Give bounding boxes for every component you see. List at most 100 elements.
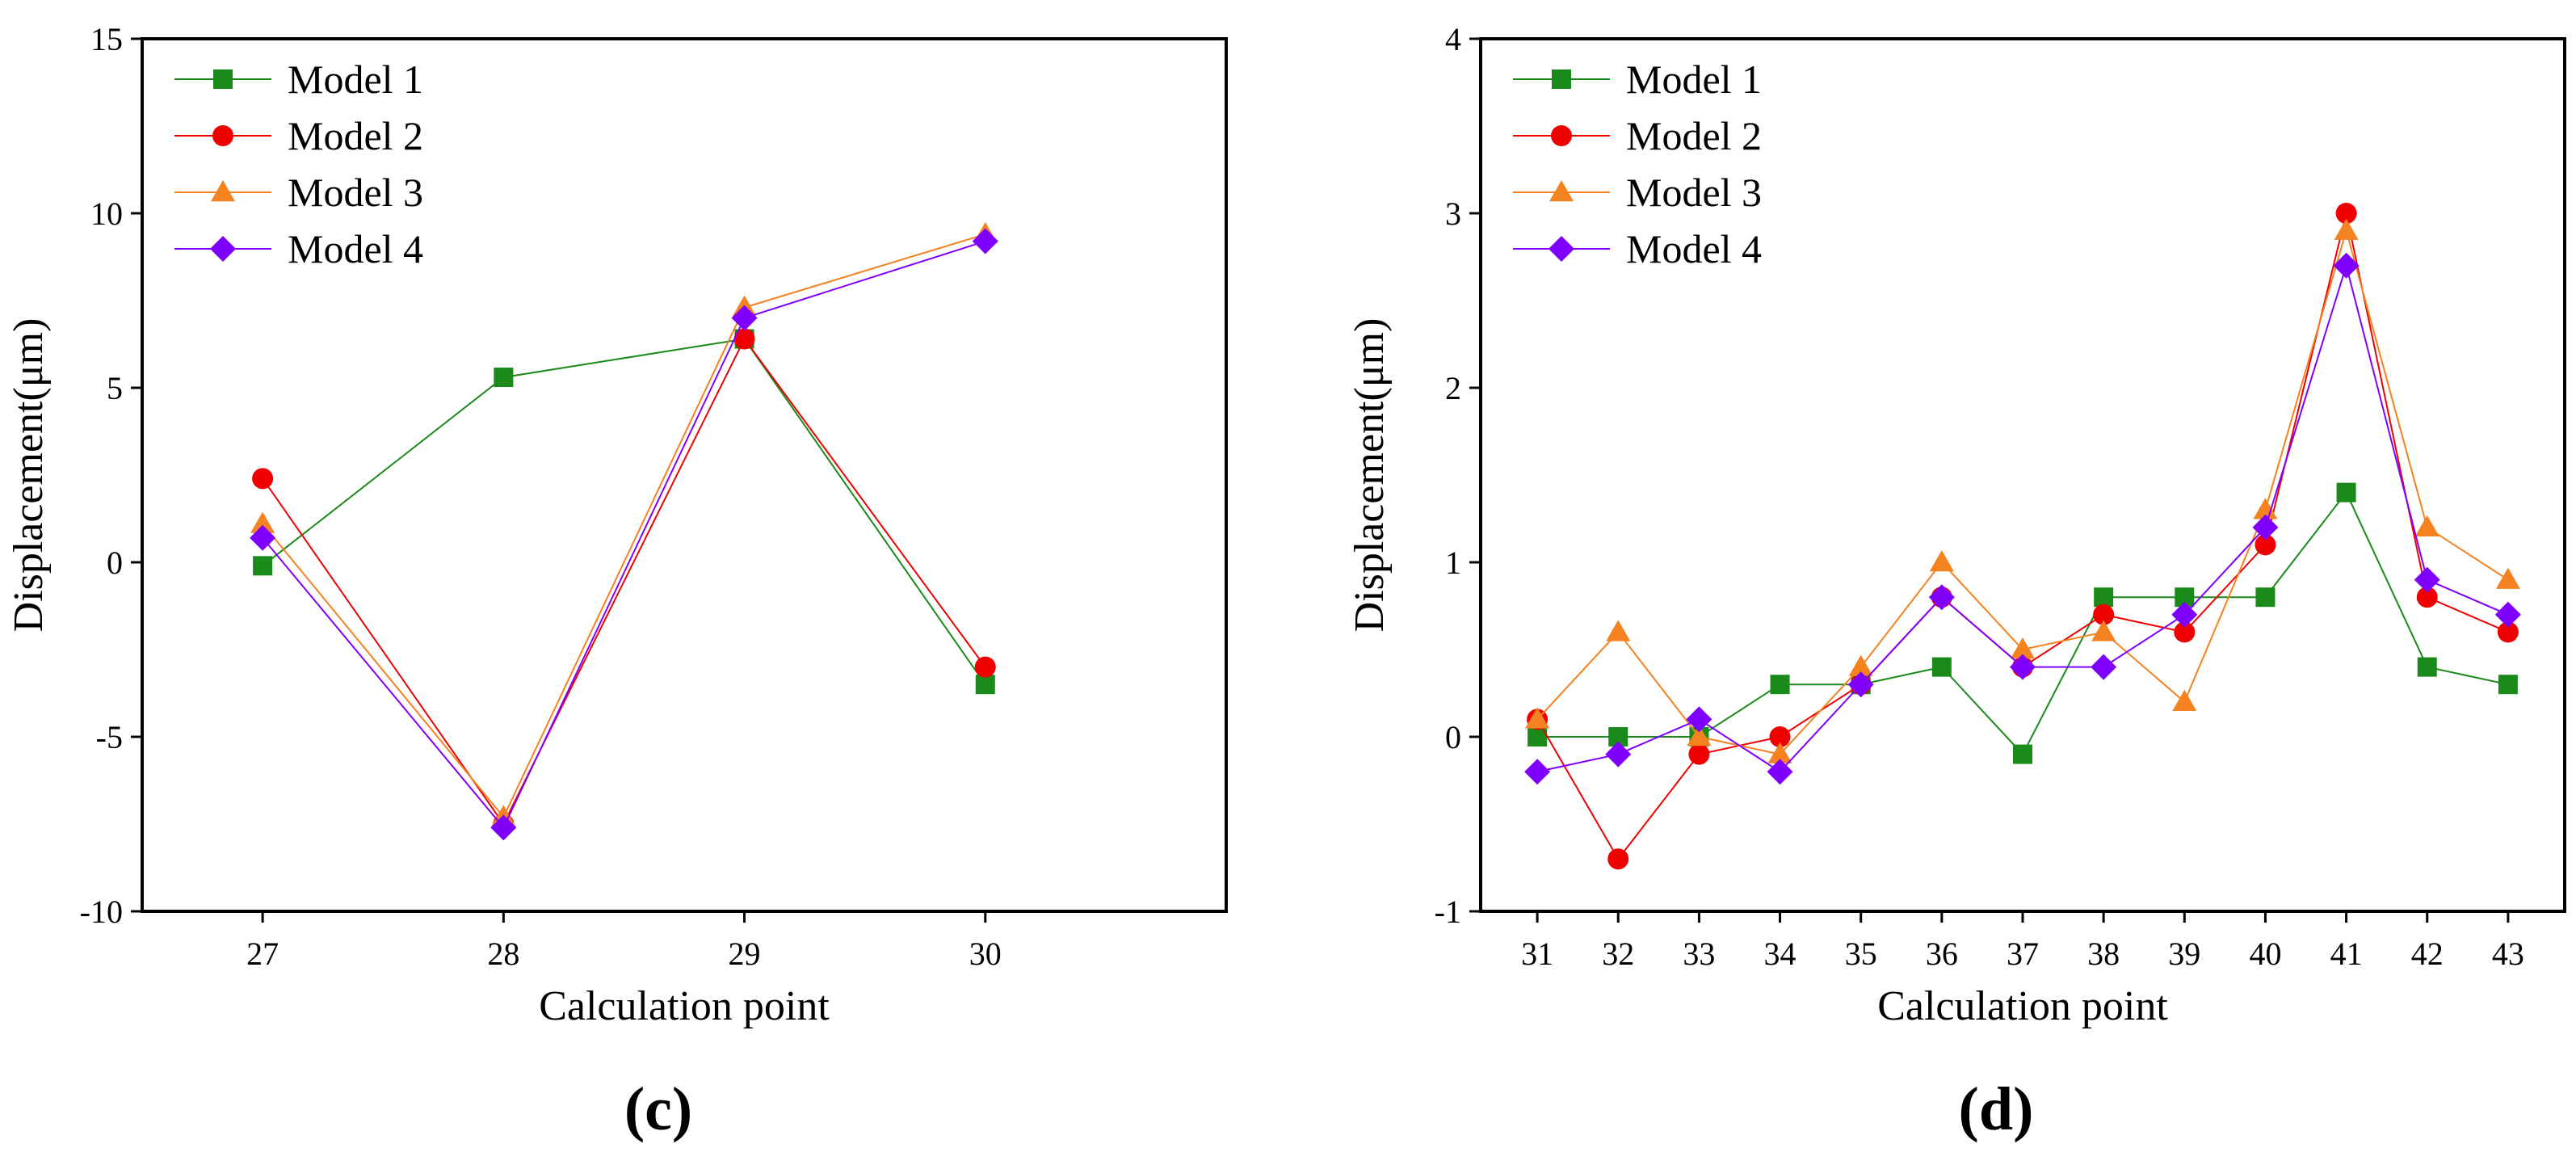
y-tick-label: 0 [1445,719,1461,755]
plot-frame [141,37,1228,913]
data-point [250,524,276,551]
y-tick-label: 15 [90,21,123,57]
data-point [252,468,274,490]
data-point [2091,654,2117,680]
data-point [2335,203,2357,224]
panel-label: (c) [624,1075,692,1143]
y-tick-label: -10 [80,894,123,930]
data-point [2333,252,2360,279]
data-point [2414,515,2439,537]
data-point [1848,654,1873,676]
data-point [1687,725,1712,747]
legend-marker [213,69,233,89]
data-point [1847,671,1874,698]
y-tick-label: 0 [107,545,123,581]
series-line [262,337,986,826]
data-point [1606,620,1631,641]
data-point [2011,637,2035,659]
x-tick-label: 38 [2087,936,2120,972]
series-line [262,338,986,685]
x-tick-label: 41 [2330,936,2363,972]
data-point [1525,707,1550,729]
data-point [2414,566,2440,593]
y-tick-label: 4 [1445,21,1461,57]
y-tick-label: 10 [90,196,123,232]
data-point [1688,743,1710,765]
y-tick-label: -5 [96,719,123,755]
legend-marker [211,180,235,202]
series-model-2 [1527,203,2519,870]
series-model-4 [250,228,998,841]
x-tick-label: 39 [2168,936,2200,972]
data-point [253,556,273,576]
legend: Model 1 Model 2 Model 3 Model 4 [1513,57,1762,271]
x-tick-label: 37 [2007,936,2039,972]
data-point [490,814,517,841]
data-point [2094,587,2114,608]
series-model-2 [252,328,996,835]
x-axis-label: Calculation point [1877,983,2168,1029]
data-point [2417,657,2437,677]
legend-label: Model 2 [1626,113,1762,158]
data-point [2252,514,2279,540]
legend-marker [1549,180,1574,202]
data-point [494,368,514,388]
series-line [1536,263,2509,773]
legend-label: Model 1 [288,57,423,102]
data-point [2172,689,2197,712]
legend-label: Model 3 [288,170,423,215]
data-point [2253,498,2278,519]
x-tick-label: 36 [1926,936,1958,972]
data-point [2494,601,2521,628]
data-point [1524,759,1551,785]
data-point [1605,741,1632,768]
series-line [262,233,986,819]
data-point [2013,744,2032,764]
data-point [2416,587,2438,608]
x-tick-label: 40 [2249,936,2281,972]
data-point [2091,620,2116,641]
data-point [974,656,996,678]
y-tick-label: 5 [107,370,123,406]
x-tick-label: 31 [1521,936,1553,972]
x-axis-label: Calculation point [539,983,830,1029]
data-point [1767,742,1792,763]
legend-label: Model 3 [1626,170,1762,215]
data-point [972,228,998,254]
legend-marker [210,236,236,262]
series-line [262,240,986,830]
x-tick-label: 35 [1845,936,1877,972]
data-point [1767,759,1793,785]
series-model-3 [250,221,998,826]
data-point [733,328,755,350]
y-tick-label: -1 [1435,894,1461,930]
data-point [2336,482,2356,503]
x-tick-label: 42 [2411,936,2444,972]
legend-marker [1549,236,1574,262]
legend-marker [1552,69,1571,89]
data-point [2255,534,2276,556]
legend: Model 1 Model 2 Model 3 Model 4 [174,57,423,271]
data-point [731,305,758,331]
x-tick-label: 28 [487,936,519,972]
data-point [1770,675,1790,695]
y-tick-label: 1 [1445,545,1461,581]
data-point [1931,657,1952,677]
data-point [2174,621,2196,643]
y-tick-label: 3 [1445,196,1461,232]
data-point [1769,726,1791,747]
data-point [2495,567,2520,589]
data-point [1686,706,1712,733]
x-tick-label: 34 [1764,936,1796,972]
x-tick-label: 29 [729,936,761,972]
data-point [1607,848,1629,870]
x-tick-label: 27 [246,936,279,972]
y-axis-label: Displacement(μm) [6,318,52,633]
x-tick-label: 43 [2492,936,2524,972]
data-point [2334,218,2359,240]
data-point [975,675,995,695]
x-tick-label: 30 [969,936,1002,972]
data-point [1929,550,1954,572]
data-point [2010,654,2036,680]
